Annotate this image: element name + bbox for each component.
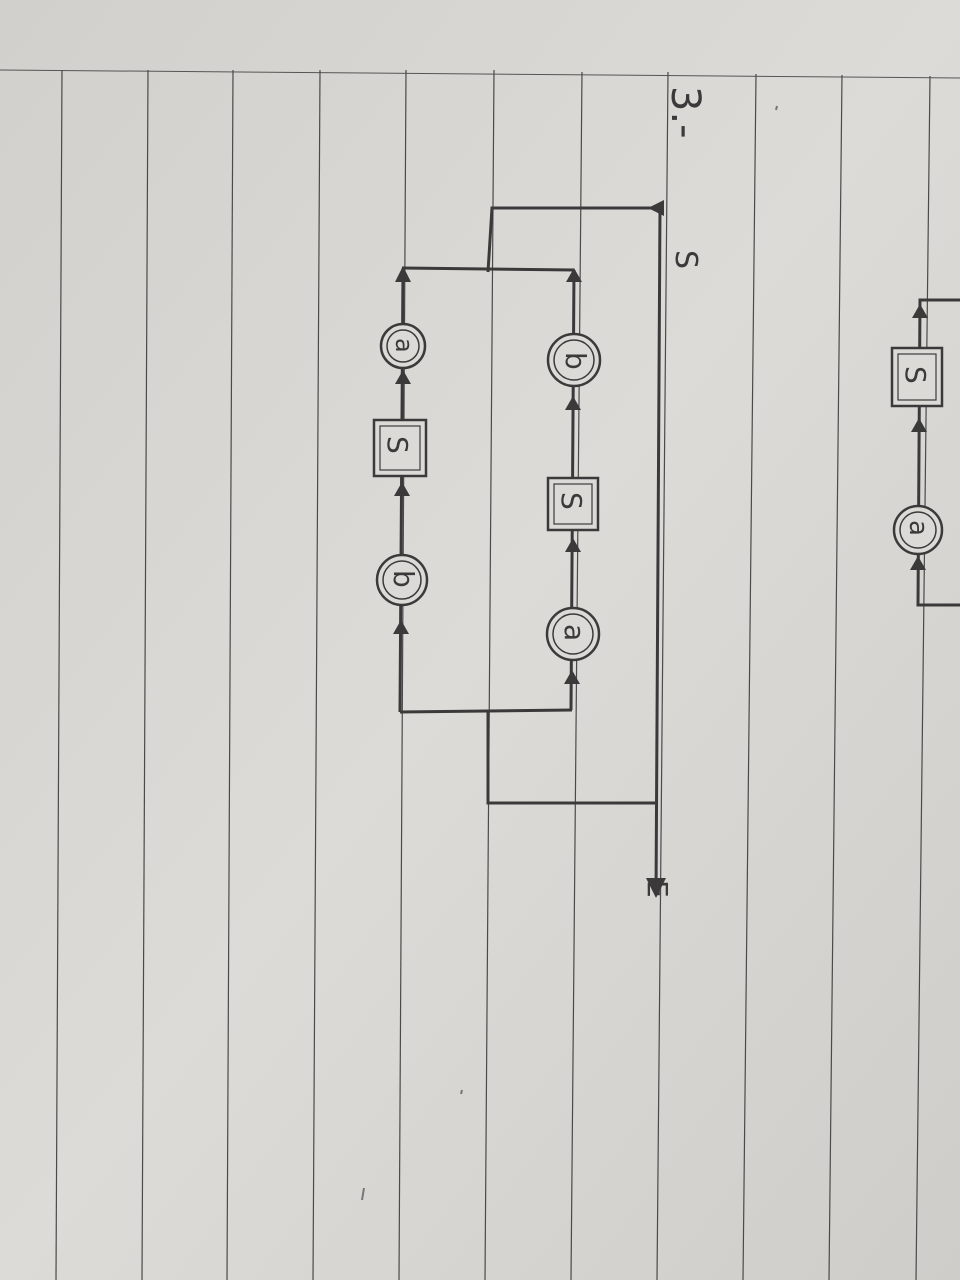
node-label: b [559,352,592,370]
top-branch-nodes: b S a [545,332,602,662]
arrow-icon [911,418,927,432]
arrow-icon [564,670,580,684]
rule-line [828,74,843,1280]
inner-split-connector [401,266,575,272]
node-label: a [903,520,933,536]
node-label: a [390,338,418,353]
node-circle: a [892,504,944,556]
node-label: b [387,570,420,588]
inner-join-connector [399,708,573,714]
node-circle: a [379,322,427,370]
node-box: S [372,418,428,478]
arrow-icon [648,200,664,216]
arrow-icon [910,556,926,570]
arrow-icon [395,370,411,384]
arrow-icon [912,304,928,318]
outer-join-connector [486,712,655,805]
node-box: S [546,476,600,532]
end-label: E [641,880,674,898]
arrow-icon [393,620,409,634]
node-label: S [899,366,932,384]
rule-line [55,69,63,1280]
rule-line [141,69,149,1280]
arrowheads [393,200,928,898]
pencil-marks [361,105,778,1201]
arrow-icon [565,396,581,410]
rule-line [915,75,931,1280]
outer-split-connector [486,206,655,273]
main-flow-line [654,207,662,896]
rule-line [570,71,583,1280]
node-circle: b [375,553,429,607]
bottom-branch-nodes: a S b [372,322,429,607]
node-label: S [555,492,588,510]
rule-line [656,71,669,1280]
start-label: S [668,250,703,269]
partial-branch-nodes: S a [890,346,944,556]
rule-line [226,69,234,1280]
rule-line [484,69,495,1280]
node-label: S [381,436,414,454]
node-label: a [558,624,591,641]
rule-line [312,69,321,1280]
node-box: S [890,346,944,408]
rule-line [742,73,757,1280]
node-circle: a [545,606,601,662]
arrow-icon [565,538,581,552]
node-circle: b [546,332,602,388]
arrow-icon [394,482,410,496]
exercise-number: 3.- [662,86,708,139]
arrow-icon [566,268,582,282]
arrow-icon [646,878,666,898]
rule-line [0,69,960,79]
partial-branch-line [916,298,960,607]
arrow-icon [395,266,411,282]
